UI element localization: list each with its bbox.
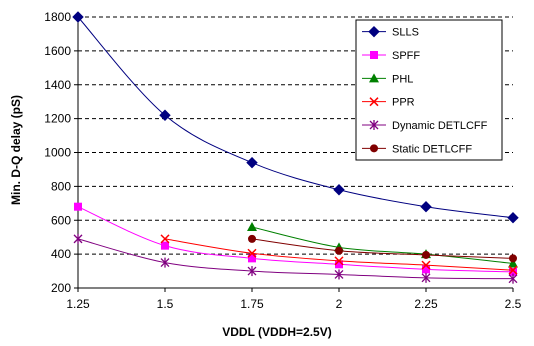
x-axis-ticks: 1.25 1.5 1.75 2 2.25 2.5 (66, 288, 522, 311)
x-tick-label: 1.75 (240, 297, 264, 311)
legend-item: SLLS (362, 25, 419, 39)
data-point (248, 254, 256, 263)
gridlines (78, 16, 513, 255)
data-point (160, 234, 170, 244)
data-point (334, 256, 344, 266)
data-point (508, 273, 518, 284)
series-line (77, 206, 514, 273)
series-dynamic-detlcff (73, 233, 518, 284)
data-point (248, 234, 256, 243)
y-tick-label: 1400 (44, 78, 71, 92)
y-tick-label: 400 (51, 247, 71, 261)
data-point (334, 269, 344, 280)
y-tick-label: 800 (51, 179, 71, 193)
data-point (422, 250, 430, 259)
y-tick-label: 200 (51, 281, 71, 295)
data-point (247, 222, 257, 232)
data-point (247, 266, 257, 277)
data-point (422, 265, 430, 274)
series-line (77, 238, 514, 280)
data-point (72, 11, 84, 23)
data-point (508, 265, 518, 275)
legend-item: Static DETLCFF (362, 143, 472, 155)
legend-label: PPR (392, 97, 415, 109)
y-tick-label: 1800 (44, 10, 71, 24)
plot-area (72, 11, 519, 284)
x-tick-label: 2.5 (505, 297, 522, 311)
data-point (421, 272, 431, 283)
x-tick-label: 2.25 (414, 297, 438, 311)
legend-label: Dynamic DETLCFF (392, 120, 488, 132)
data-point (509, 267, 517, 276)
data-point (508, 258, 518, 268)
data-point (161, 241, 169, 250)
x-axis-title: VDDL (VDDH=2.5V) (222, 325, 331, 339)
data-point (333, 184, 345, 196)
series-line (251, 238, 514, 259)
legend-marker (370, 144, 378, 153)
data-point (509, 254, 517, 263)
legend-label: PHL (392, 73, 413, 85)
y-tick-label: 600 (51, 213, 71, 227)
data-point (246, 156, 258, 169)
data-point (335, 260, 343, 269)
data-point (421, 260, 431, 270)
series-ppr (160, 234, 518, 275)
series-line (251, 226, 514, 264)
data-point (247, 248, 257, 258)
data-point (335, 246, 343, 255)
x-tick-label: 1.25 (66, 297, 90, 311)
legend-label: SLLS (392, 27, 419, 39)
y-axis-title: Min. D-Q delay (pS) (9, 95, 23, 205)
data-point (74, 202, 82, 211)
legend-item: PHL (362, 73, 413, 85)
legend: SLLS SPFF PHL PPR Dynamic DETLCFF Static DETL… (355, 19, 503, 161)
legend-item: SPFF (362, 50, 420, 62)
legend-marker (370, 51, 378, 59)
legend-marker (368, 25, 380, 38)
legend-label: SPFF (392, 50, 420, 62)
legend-item: Dynamic DETLCFF (362, 120, 488, 132)
y-tick-label: 1600 (44, 44, 71, 58)
legend-marker (369, 120, 379, 130)
series-static-detlcff (248, 234, 517, 263)
data-point (159, 109, 171, 121)
data-point (160, 257, 170, 268)
series-slls (72, 11, 519, 224)
x-tick-label: 2 (336, 297, 343, 311)
series-spff (74, 202, 517, 276)
legend-marker (369, 73, 379, 83)
legend-marker (369, 97, 379, 107)
legend-item: PPR (362, 97, 415, 109)
y-tick-label: 1200 (44, 112, 71, 126)
x-tick-label: 1.5 (157, 297, 174, 311)
y-tick-label: 1000 (44, 146, 71, 160)
data-point (420, 200, 432, 213)
data-point (507, 212, 519, 224)
legend-label: Static DETLCFF (392, 143, 472, 155)
series-phl (247, 222, 518, 268)
data-point (73, 233, 83, 244)
legend-box (355, 19, 503, 161)
y-axis-ticks: 200 400 600 800 1000 1200 1400 1600 1800 (44, 10, 78, 295)
